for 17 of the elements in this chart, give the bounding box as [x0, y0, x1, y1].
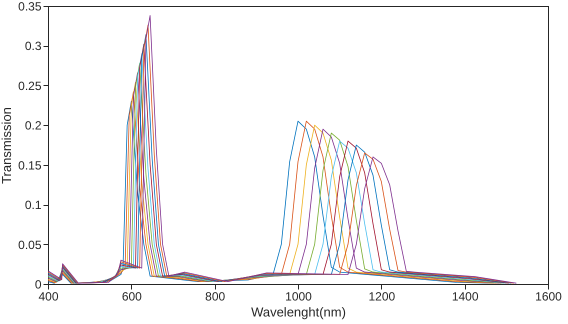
y-tick-label: 0 [34, 278, 42, 292]
y-tick-label: 0.2 [24, 118, 42, 133]
x-tick-label: 600 [122, 290, 142, 304]
x-axis-title: Wavelenght(nm) [251, 304, 346, 320]
x-tick-label: 400 [38, 290, 59, 304]
x-tick-label: 1000 [285, 290, 312, 304]
x-tick-label: 800 [205, 290, 226, 304]
y-tick-label: 0.3 [24, 39, 42, 54]
y-axis-title: Transmission [0, 107, 14, 184]
x-tick-label: 1600 [535, 290, 562, 304]
y-tick-label: 0.35 [18, 0, 42, 14]
y-tick-label: 0.15 [18, 158, 42, 172]
x-tick-label: 1200 [368, 290, 396, 304]
y-tick-label: 0.1 [24, 198, 42, 212]
y-tick-label: 0.25 [18, 78, 42, 93]
y-tick-label: 0.05 [18, 238, 42, 252]
x-tick-label: 1400 [452, 290, 479, 304]
